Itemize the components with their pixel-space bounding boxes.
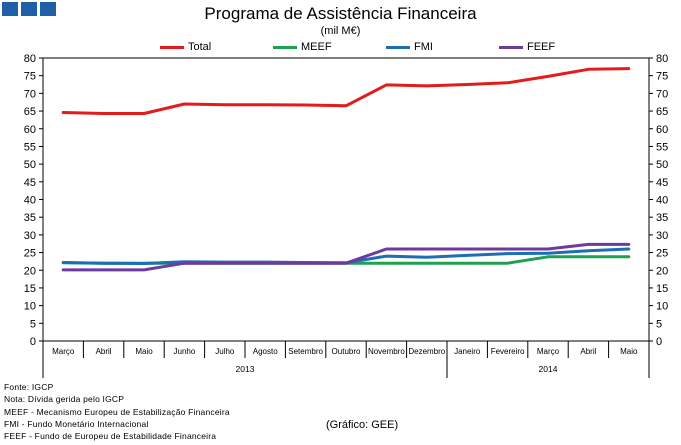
note-meef: MEEF - Mecanismo Europeu de Estabilizaçã… xyxy=(4,406,230,417)
y-tick-label-left: 30 xyxy=(24,230,36,242)
legend-label-feef: FEEF xyxy=(527,41,556,53)
y-tick-label-left: 0 xyxy=(30,336,36,348)
note-source: Fonte: IGCP xyxy=(4,382,54,392)
legend: Total MEEF FMI FEEF xyxy=(160,40,612,54)
y-tick-label-left: 55 xyxy=(24,141,36,153)
logo-block xyxy=(40,2,56,16)
y-tick-label-left: 20 xyxy=(24,265,36,277)
y-tick-label-right: 70 xyxy=(656,88,668,100)
legend-label-meef: MEEF xyxy=(301,41,332,53)
legend-swatch-total xyxy=(160,45,184,49)
y-tick-label-right: 35 xyxy=(656,212,668,224)
y-tick-label-left: 5 xyxy=(30,318,36,330)
series-line-total xyxy=(61,67,631,115)
y-tick-label-right: 25 xyxy=(656,248,668,260)
y-tick-label-right: 50 xyxy=(656,159,668,171)
logo-block xyxy=(21,2,37,16)
legend-swatch-meef xyxy=(273,45,297,49)
chart-subtitle: (mil M€) xyxy=(320,25,361,37)
legend-label-total: Total xyxy=(188,41,212,53)
y-tick-label-left: 50 xyxy=(24,159,36,171)
y-tick-label-left: 60 xyxy=(24,124,36,136)
x-tick-label: Março xyxy=(537,347,560,356)
x-tick-label: Abril xyxy=(96,347,112,356)
notes: Fonte: IGCP Nota: Dívida gerida pelo IGC… xyxy=(4,381,230,442)
x-tick-label: Setembro xyxy=(288,347,323,356)
y-tick-label-left: 80 xyxy=(24,53,36,65)
y-tick-label-left: 35 xyxy=(24,212,36,224)
y-tick-label-right: 80 xyxy=(656,53,668,65)
y-tick-label-right: 0 xyxy=(656,336,662,348)
legend-item-total: Total xyxy=(160,41,273,53)
legend-item-feef: FEEF xyxy=(499,41,612,53)
y-tick-label-left: 15 xyxy=(24,283,36,295)
x-tick-label: Outubro xyxy=(332,347,361,356)
legend-swatch-feef xyxy=(499,45,523,49)
year-label: 2013 xyxy=(236,364,255,374)
y-tick-label-right: 40 xyxy=(656,195,668,207)
y-tick-label-right: 55 xyxy=(656,141,668,153)
legend-item-fmi: FMI xyxy=(386,41,499,53)
x-tick-label: Agosto xyxy=(253,347,278,356)
y-tick-label-right: 20 xyxy=(656,265,668,277)
legend-swatch-fmi xyxy=(386,45,410,49)
chart-credit: (Gráfico: GEE) xyxy=(326,419,399,431)
chart-title: Programa de Assistência Financeira xyxy=(204,4,477,23)
y-tick-label-right: 10 xyxy=(656,301,668,313)
x-tick-label: Junho xyxy=(174,347,196,356)
plot-area-frame xyxy=(42,57,650,342)
logo xyxy=(2,2,56,16)
x-tick-label: Fevereiro xyxy=(491,347,525,356)
x-tick-label: Novembro xyxy=(368,347,405,356)
y-tick-label-right: 65 xyxy=(656,106,668,118)
legend-item-meef: MEEF xyxy=(273,41,386,53)
x-tick-label: Maio xyxy=(135,347,153,356)
y-tick-label-right: 75 xyxy=(656,71,668,83)
year-label: 2014 xyxy=(539,364,558,374)
x-tick-label: Maio xyxy=(620,347,638,356)
y-tick-label-left: 75 xyxy=(24,71,36,83)
note-debt: Nota: Dívida gerida pelo IGCP xyxy=(4,394,125,405)
y-tick-label-right: 30 xyxy=(656,230,668,242)
x-tick-label: Janeiro xyxy=(454,347,481,356)
y-tick-label-right: 5 xyxy=(656,318,662,330)
y-tick-label-right: 45 xyxy=(656,177,668,189)
y-tick-label-left: 10 xyxy=(24,301,36,313)
y-tick-label-right: 15 xyxy=(656,283,668,295)
x-tick-label: Abril xyxy=(580,347,596,356)
note-fmi: FMI - Fundo Monetário Internacional xyxy=(4,418,149,429)
x-tick-label: Março xyxy=(52,347,75,356)
y-tick-label-left: 65 xyxy=(24,106,36,118)
x-tick-label: Julho xyxy=(215,347,235,356)
legend-label-fmi: FMI xyxy=(414,41,433,53)
y-tick-label-left: 70 xyxy=(24,88,36,100)
y-tick-label-left: 25 xyxy=(24,248,36,260)
logo-block xyxy=(2,2,18,16)
y-tick-label-left: 45 xyxy=(24,177,36,189)
series-line-feef xyxy=(61,242,631,272)
y-tick-label-left: 40 xyxy=(24,195,36,207)
x-tick-label: Dezembro xyxy=(408,347,445,356)
y-tick-label-right: 60 xyxy=(656,124,668,136)
note-feef: FEEF - Fundo de Europeu de Estabilidade … xyxy=(4,431,217,442)
